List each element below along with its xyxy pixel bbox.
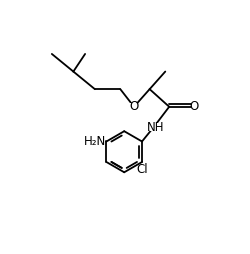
FancyBboxPatch shape xyxy=(150,123,161,131)
Text: NH: NH xyxy=(147,121,164,134)
Text: O: O xyxy=(190,100,199,113)
FancyBboxPatch shape xyxy=(130,103,138,111)
Text: Cl: Cl xyxy=(136,163,148,176)
Text: H₂N: H₂N xyxy=(84,135,106,148)
FancyBboxPatch shape xyxy=(137,166,147,173)
FancyBboxPatch shape xyxy=(190,103,198,111)
Text: O: O xyxy=(129,100,138,113)
FancyBboxPatch shape xyxy=(88,137,102,146)
